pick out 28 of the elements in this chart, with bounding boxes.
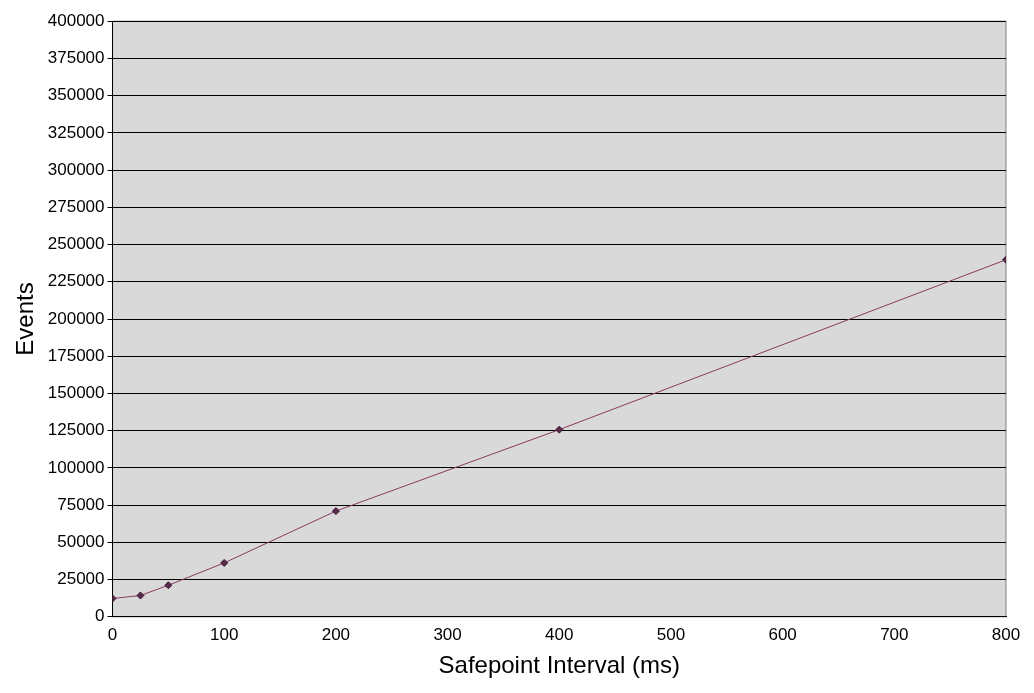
x-tick-label: 800 — [991, 624, 1021, 644]
y-tick-label: 200000 — [47, 308, 105, 328]
x-axis-title: Safepoint Interval (ms) — [438, 651, 680, 679]
x-tick-label: 100 — [210, 624, 239, 644]
y-tick-label: 225000 — [47, 271, 105, 291]
y-tick-label: 275000 — [47, 197, 105, 217]
y-tick-label: 125000 — [47, 420, 105, 440]
x-tick-label: 200 — [321, 624, 351, 644]
x-tick-label: 300 — [433, 624, 462, 644]
y-tick-label: 50000 — [57, 532, 105, 552]
y-tick-label: 375000 — [47, 48, 105, 68]
x-tick-label: 500 — [656, 624, 686, 644]
y-tick-label: 150000 — [47, 383, 105, 403]
y-tick-label: 0 — [95, 606, 105, 626]
y-tick-label: 400000 — [47, 10, 105, 30]
x-tick-label: 700 — [880, 624, 909, 644]
x-tick-label: 0 — [107, 624, 118, 644]
x-tick-label: 600 — [768, 624, 797, 644]
y-tick-label: 250000 — [47, 234, 105, 254]
y-tick-label: 300000 — [47, 159, 105, 179]
y-tick-label: 75000 — [57, 494, 105, 514]
y-tick-label: 350000 — [47, 85, 105, 105]
y-tick-label: 100000 — [47, 457, 105, 477]
y-tick-label: 25000 — [57, 569, 105, 589]
y-tick-label: 325000 — [47, 122, 105, 142]
y-tick-label: 175000 — [47, 345, 105, 365]
y-axis-title: Events — [11, 282, 39, 356]
x-tick-label: 400 — [545, 624, 574, 644]
